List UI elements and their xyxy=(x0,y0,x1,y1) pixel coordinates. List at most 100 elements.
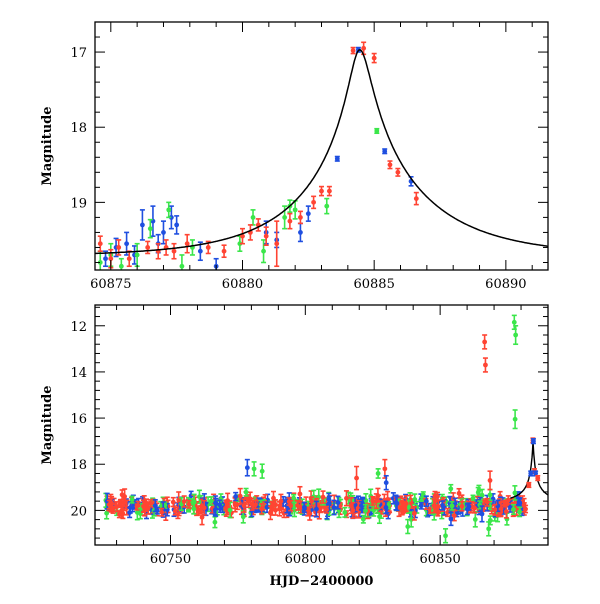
x-tick-label: 60885 xyxy=(353,277,394,292)
data-point xyxy=(374,127,380,135)
data-point xyxy=(319,185,324,197)
data-point xyxy=(405,518,411,535)
data-point xyxy=(324,505,330,514)
data-point xyxy=(261,239,267,264)
data-point xyxy=(348,497,354,515)
data-point xyxy=(184,233,190,254)
data-point xyxy=(411,505,417,521)
model-curve xyxy=(95,48,548,255)
data-point xyxy=(292,200,298,220)
data-point xyxy=(448,511,454,527)
data-point xyxy=(479,505,485,523)
data-point xyxy=(492,503,498,516)
data-point xyxy=(134,503,140,511)
data-point xyxy=(155,242,161,260)
data-point xyxy=(179,254,185,270)
y-tick-label: 16 xyxy=(70,412,87,427)
data-point xyxy=(255,218,261,232)
y-axis-label: Magnitude xyxy=(40,106,55,185)
data-point xyxy=(263,226,269,246)
data-point xyxy=(472,502,478,514)
data-point xyxy=(375,468,381,479)
data-point xyxy=(124,231,130,256)
data-point xyxy=(259,463,265,479)
data-point xyxy=(487,470,493,491)
data-point xyxy=(324,197,330,215)
y-tick-label: 18 xyxy=(70,458,87,473)
data-point xyxy=(160,220,166,245)
data-point xyxy=(423,495,429,508)
data-point xyxy=(267,505,273,521)
data-point xyxy=(482,334,488,350)
data-point xyxy=(395,167,401,177)
bottom-plot-area xyxy=(103,314,548,544)
data-point xyxy=(335,495,341,510)
data-point xyxy=(259,503,265,515)
data-point xyxy=(482,357,488,373)
data-point xyxy=(383,474,389,491)
data-point xyxy=(288,499,294,512)
data-point xyxy=(362,503,368,518)
bottom-panel: 60750 60800 60850 12 14 16 18 20 Magnitude HJD−24… xyxy=(40,304,549,589)
y-tick-label: 12 xyxy=(70,320,87,335)
data-point xyxy=(530,438,536,445)
data-point xyxy=(343,490,349,507)
data-point xyxy=(320,490,326,504)
data-point xyxy=(217,499,223,511)
data-point xyxy=(521,497,527,513)
data-point xyxy=(342,506,348,518)
model-curve xyxy=(510,443,548,499)
data-point xyxy=(181,495,187,508)
data-point xyxy=(297,222,303,243)
data-point xyxy=(503,504,509,519)
data-point xyxy=(358,500,364,511)
data-point xyxy=(394,495,400,512)
data-point xyxy=(305,205,311,222)
data-point xyxy=(287,212,293,230)
data-point xyxy=(225,500,231,508)
data-point xyxy=(212,516,218,529)
data-point xyxy=(251,461,257,477)
data-point xyxy=(150,205,156,237)
data-point xyxy=(129,495,135,504)
y-tick-label: 20 xyxy=(70,504,87,519)
data-point xyxy=(418,501,424,510)
data-point xyxy=(373,493,379,510)
data-point xyxy=(252,500,258,510)
data-point xyxy=(535,474,541,482)
x-tick-label: 60890 xyxy=(485,277,526,292)
x-tick-label: 60750 xyxy=(150,552,191,567)
data-point xyxy=(326,185,332,197)
data-point xyxy=(243,487,249,497)
data-point xyxy=(445,507,451,518)
data-point xyxy=(118,257,124,270)
data-point xyxy=(174,215,180,235)
data-point xyxy=(484,497,490,507)
data-point xyxy=(208,496,214,506)
top-plot-area xyxy=(95,41,548,270)
x-tick-label: 60800 xyxy=(285,552,326,567)
data-point xyxy=(106,499,112,510)
y-tick-label: 18 xyxy=(70,121,87,136)
data-point xyxy=(270,490,276,506)
data-point xyxy=(233,491,239,502)
data-point xyxy=(487,515,493,526)
data-point xyxy=(168,205,174,230)
data-point xyxy=(449,501,455,511)
data-point xyxy=(250,209,256,226)
data-point xyxy=(147,218,153,239)
y-tick-label: 17 xyxy=(70,46,87,61)
data-point xyxy=(239,227,245,245)
data-point xyxy=(354,465,360,491)
data-point xyxy=(413,191,419,206)
data-point xyxy=(195,505,201,516)
data-point xyxy=(511,314,517,331)
data-point xyxy=(439,500,445,511)
data-point xyxy=(145,501,151,515)
data-point xyxy=(274,220,280,268)
data-point xyxy=(163,239,169,256)
data-point xyxy=(511,503,517,516)
y-tick-label: 19 xyxy=(70,196,87,211)
data-point xyxy=(371,52,377,64)
